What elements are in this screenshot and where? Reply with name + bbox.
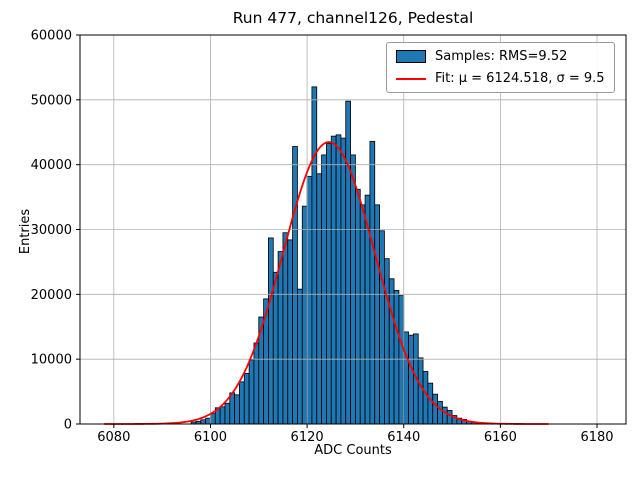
legend-entry-samples: Samples: RMS=9.52 xyxy=(396,49,605,64)
y-axis-label-wrap: Entries xyxy=(6,0,46,462)
histogram-bar xyxy=(268,237,274,425)
histogram-bar xyxy=(330,135,337,425)
histogram-bar xyxy=(205,417,211,425)
chart-title: Run 477, channel126, Pedestal xyxy=(232,9,474,27)
x-axis-label: ADC Counts xyxy=(314,443,392,458)
histogram-bar xyxy=(422,371,429,425)
histogram-bar xyxy=(282,232,289,425)
histogram-bar xyxy=(311,86,318,425)
histogram-bar xyxy=(297,288,303,425)
histogram-bar xyxy=(219,406,226,425)
histogram-bar xyxy=(210,413,216,425)
histogram-bar xyxy=(350,154,356,425)
y-tick-label: 30000 xyxy=(31,223,72,238)
histogram-bar xyxy=(306,175,313,425)
y-tick-label: 20000 xyxy=(31,288,72,303)
histogram-bar xyxy=(441,406,448,425)
histogram-bar xyxy=(408,334,414,425)
histogram-bar xyxy=(200,419,207,425)
histogram-bar xyxy=(224,402,231,425)
histogram-bar xyxy=(277,251,284,425)
histogram-bar xyxy=(292,146,298,425)
histogram-bar xyxy=(243,373,250,425)
histogram-bar xyxy=(388,278,395,425)
histogram-bar xyxy=(384,258,390,425)
legend-entry-fit: Fit: μ = 6124.518, σ = 9.5 xyxy=(396,71,605,86)
histogram-bar xyxy=(369,140,376,425)
histogram-bar xyxy=(287,239,293,425)
histogram-bar xyxy=(403,331,409,425)
histogram-bar xyxy=(393,290,400,425)
y-tick-label: 50000 xyxy=(31,93,72,108)
y-axis-label: Entries xyxy=(18,208,34,254)
histogram-bar xyxy=(355,188,361,425)
histogram-bar xyxy=(432,393,438,425)
histogram-bar xyxy=(326,142,332,425)
histogram-bar xyxy=(374,204,380,425)
legend-label-samples: Samples: RMS=9.52 xyxy=(435,49,568,64)
histogram-bar xyxy=(379,230,385,425)
histogram-bar xyxy=(248,359,255,425)
y-tick-label: 60000 xyxy=(31,29,72,44)
x-tick-label: 6120 xyxy=(291,430,324,445)
histogram-bar xyxy=(359,204,366,425)
x-tick-label: 6080 xyxy=(97,430,130,445)
y-tick-label: 40000 xyxy=(31,158,72,173)
histogram-bar xyxy=(229,392,236,425)
x-tick-label: 6100 xyxy=(194,430,227,445)
histogram-bar xyxy=(253,342,260,425)
x-tick-label: 6140 xyxy=(387,430,420,445)
histogram-bar xyxy=(345,100,351,425)
histogram-bar xyxy=(437,400,443,425)
y-tick-label: 10000 xyxy=(31,353,72,368)
histogram-bar xyxy=(321,154,327,425)
histogram-bar xyxy=(446,409,453,425)
fit-curve xyxy=(104,141,549,425)
legend: Samples: RMS=9.52 Fit: μ = 6124.518, σ =… xyxy=(386,42,615,93)
y-tick-label: 0 xyxy=(64,418,72,433)
histogram-bar xyxy=(340,137,347,425)
histogram-bar xyxy=(316,173,322,425)
histogram-bar xyxy=(234,394,240,425)
x-tick-label: 6160 xyxy=(484,430,517,445)
histogram-bar xyxy=(272,271,279,425)
histogram-bar xyxy=(239,381,245,425)
histogram-bar xyxy=(301,205,308,425)
legend-swatch-fit xyxy=(396,77,426,80)
x-tick-label: 6180 xyxy=(580,430,613,445)
histogram-bar xyxy=(398,295,405,425)
histogram-bar xyxy=(427,382,434,425)
histogram-bar xyxy=(335,134,342,425)
legend-label-fit: Fit: μ = 6124.518, σ = 9.5 xyxy=(435,71,605,86)
legend-swatch-samples xyxy=(396,50,426,63)
histogram-bar xyxy=(417,357,424,425)
